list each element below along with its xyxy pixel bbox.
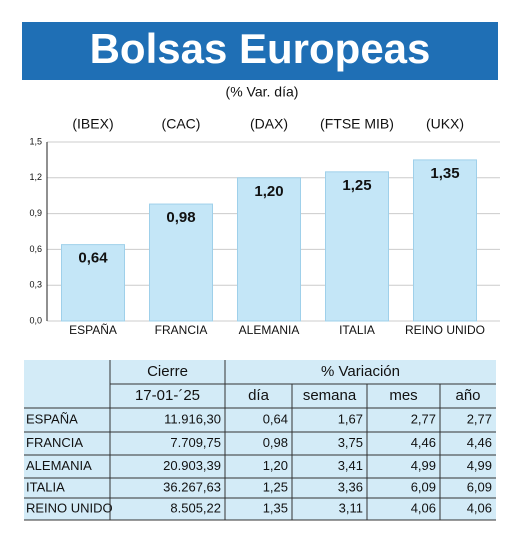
table-cell: 3,11 (339, 500, 363, 515)
y-tick-label: 0,9 (29, 208, 42, 218)
chart-subtitle: (% Var. día) (226, 84, 299, 100)
y-tick-label: 0,6 (29, 244, 42, 254)
table-cell: 4,46 (467, 435, 492, 450)
value-label: 1,25 (342, 177, 371, 194)
table-cell: 1,67 (338, 411, 363, 426)
index-label: (IBEX) (72, 116, 113, 132)
column-header: 17-01-´25 (135, 387, 200, 404)
value-label: 0,98 (166, 209, 195, 226)
table-cell: 4,99 (467, 458, 492, 473)
table-cell: 1,20 (263, 458, 288, 473)
table-cell: 11.916,30 (164, 411, 221, 426)
table-cell: 8.505,22 (170, 500, 221, 515)
bar (61, 244, 125, 322)
row-label: ESPAÑA (26, 411, 78, 426)
index-label: (CAC) (162, 116, 201, 132)
table-cell: 4,06 (411, 500, 436, 515)
column-header: semana (303, 387, 357, 404)
table-cell: 1,25 (263, 479, 288, 494)
column-header: año (455, 387, 480, 404)
table-cell: 1,35 (263, 500, 288, 515)
table-background (24, 360, 496, 520)
table-cell: 6,09 (411, 479, 436, 494)
row-label: ALEMANIA (26, 458, 92, 473)
table-cell: 0,98 (263, 435, 288, 450)
index-label: (DAX) (250, 116, 288, 132)
row-label: FRANCIA (26, 435, 83, 450)
table-cell: 3,75 (338, 435, 363, 450)
title-band (22, 22, 498, 80)
value-label: 0,64 (78, 250, 108, 267)
table-cell: 2,77 (467, 411, 492, 426)
row-label: ITALIA (26, 479, 65, 494)
table-cell: 36.267,63 (163, 479, 221, 494)
row-label: REINO UNIDO (26, 500, 113, 515)
table-cell: 2,77 (411, 411, 436, 426)
x-tick-label: ESPAÑA (69, 323, 117, 337)
column-header: día (248, 387, 270, 404)
table-cell: 4,06 (467, 500, 492, 515)
index-label: (UKX) (426, 116, 464, 132)
bar (413, 159, 477, 322)
table-cell: 3,41 (338, 458, 363, 473)
chart-title: Bolsas Europeas (90, 25, 431, 72)
value-label: 1,20 (254, 183, 283, 200)
table-cell: 6,09 (467, 479, 492, 494)
bar (237, 177, 301, 322)
y-tick-label: 1,5 (29, 136, 42, 146)
x-tick-label: ITALIA (339, 323, 375, 337)
bar (325, 171, 389, 322)
value-label: 1,35 (430, 165, 459, 182)
y-tick-label: 0,0 (29, 315, 42, 325)
table-cell: 7.709,75 (170, 435, 221, 450)
table-cell: 3,36 (338, 479, 363, 494)
table-cell: 4,99 (411, 458, 436, 473)
column-header: mes (389, 387, 417, 404)
y-tick-label: 1,2 (29, 172, 42, 182)
y-tick-label: 0,3 (29, 280, 42, 290)
table-header: % Variación (321, 363, 400, 380)
x-tick-label: REINO UNIDO (405, 323, 485, 337)
index-label: (FTSE MIB) (320, 116, 394, 132)
table-cell: 4,46 (411, 435, 436, 450)
x-tick-label: ALEMANIA (239, 323, 300, 337)
table-cell: 20.903,39 (163, 458, 221, 473)
x-tick-label: FRANCIA (155, 323, 208, 337)
bar (149, 203, 213, 322)
table-cell: 0,64 (263, 411, 288, 426)
table-header: Cierre (147, 363, 188, 380)
